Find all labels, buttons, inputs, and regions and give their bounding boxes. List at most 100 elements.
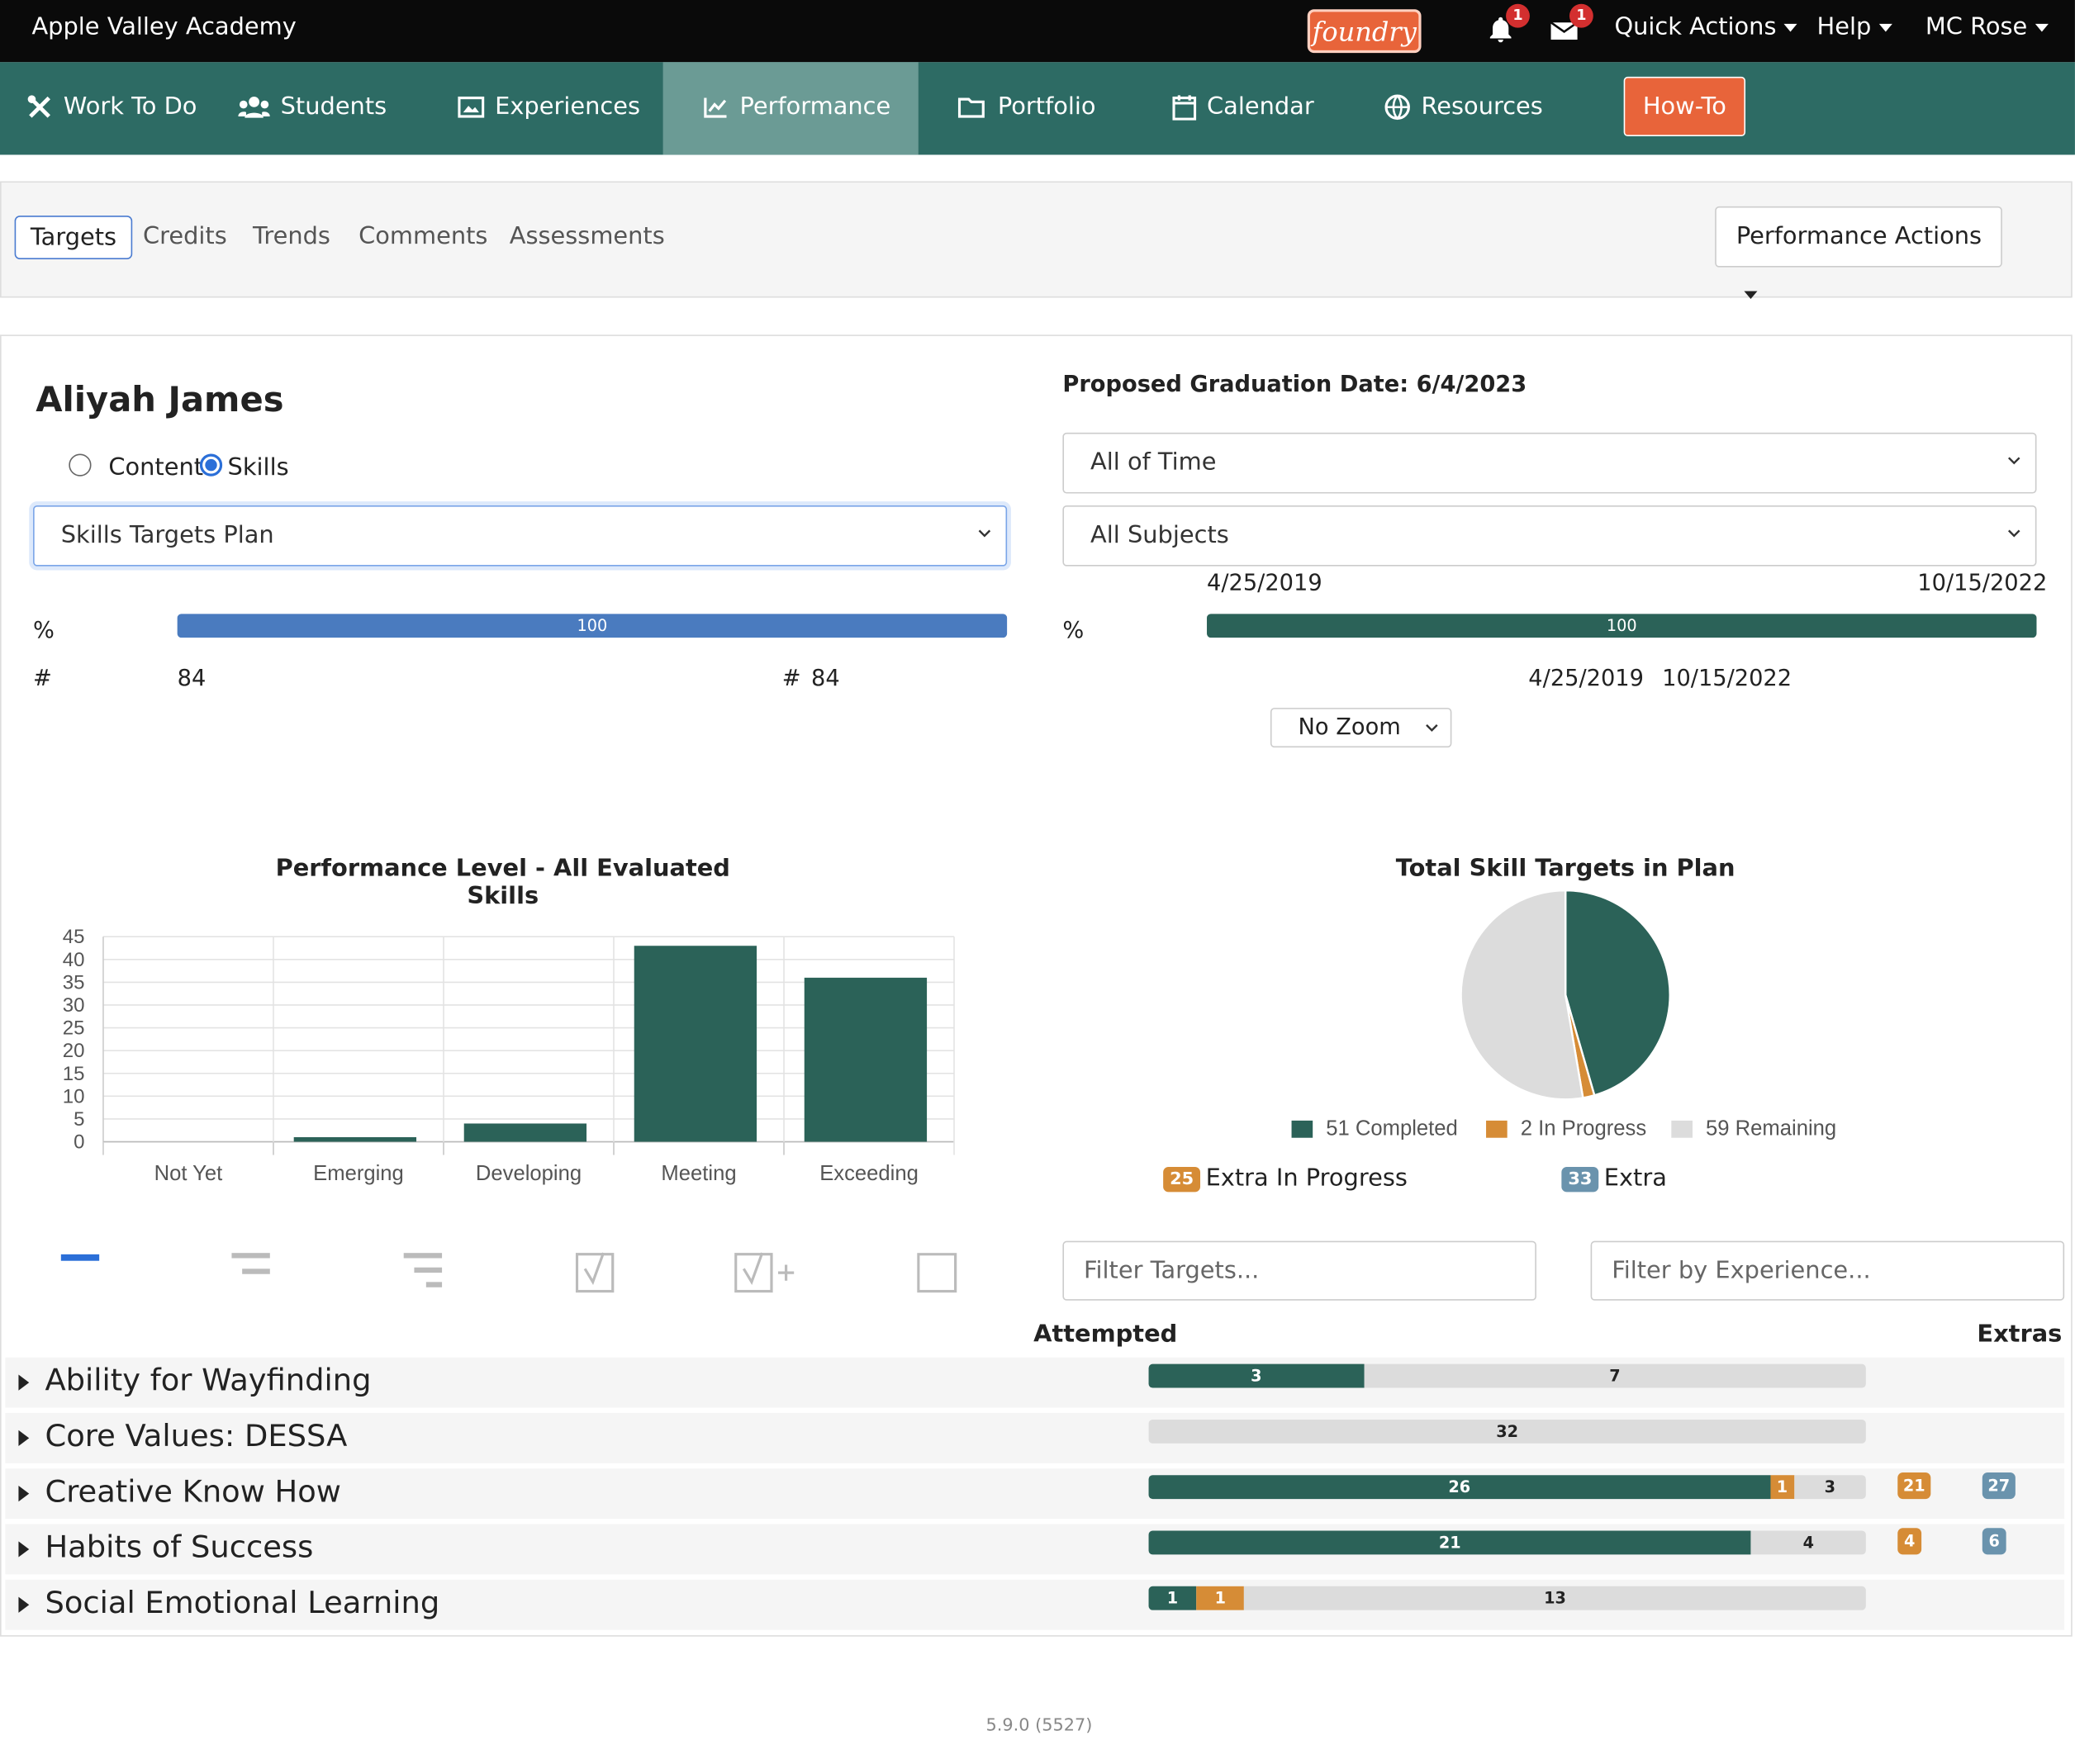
left-progress-value: 100 bbox=[577, 616, 608, 635]
radio-skills-label: Skills bbox=[227, 453, 289, 482]
performance-tabs: Targets Credits Trends Comments Assessme… bbox=[0, 181, 2073, 300]
sort-level-2-icon[interactable] bbox=[231, 1253, 271, 1279]
nav-students[interactable]: Students bbox=[222, 62, 402, 154]
zoom-select[interactable]: No Zoom bbox=[1270, 708, 1452, 748]
help-menu[interactable]: Help bbox=[1817, 13, 1892, 41]
calendar-icon bbox=[1172, 95, 1197, 121]
envelope-icon[interactable] bbox=[1548, 15, 1579, 46]
tab-assessments[interactable]: Assessments bbox=[509, 222, 665, 250]
nav-resources[interactable]: Resources bbox=[1368, 62, 1559, 154]
left-count-value: 84 bbox=[177, 665, 207, 692]
pie-legend-completed[interactable]: 51 Completed bbox=[1291, 1117, 1458, 1142]
caret-down-icon bbox=[1784, 23, 1798, 32]
target-label: Habits of Success bbox=[45, 1530, 314, 1566]
extra-in-progress-badge: 21 bbox=[1897, 1472, 1931, 1500]
legend-count: 51 bbox=[1326, 1117, 1350, 1140]
globe-icon bbox=[1384, 94, 1410, 121]
nav-label: Performance bbox=[739, 92, 891, 121]
expand-caret-icon[interactable] bbox=[18, 1486, 30, 1502]
users-icon bbox=[238, 96, 270, 118]
image-icon bbox=[458, 96, 485, 118]
right-progress-bar: 100 bbox=[1207, 614, 2037, 638]
remaining-segment: 32 bbox=[1148, 1419, 1866, 1444]
plan-select-value: Skills Targets Plan bbox=[60, 521, 274, 549]
school-name[interactable]: Apple Valley Academy bbox=[31, 13, 297, 41]
expand-caret-icon[interactable] bbox=[18, 1430, 30, 1446]
expand-caret-icon[interactable] bbox=[18, 1596, 30, 1613]
pie-legend-remaining[interactable]: 59 Remaining bbox=[1671, 1118, 1836, 1142]
quick-actions-label: Quick Actions bbox=[1614, 13, 1777, 41]
user-menu[interactable]: MC Rose bbox=[1925, 13, 2049, 41]
pie-chart-title: Total Skill Targets in Plan bbox=[1395, 854, 1735, 883]
extra-label: Extra bbox=[1603, 1164, 1667, 1193]
nav-experiences[interactable]: Experiences bbox=[442, 62, 656, 154]
expand-caret-icon[interactable] bbox=[18, 1541, 30, 1558]
bell-icon[interactable] bbox=[1484, 15, 1516, 46]
target-label: Core Values: DESSA bbox=[45, 1419, 348, 1454]
caret-down-icon bbox=[2035, 23, 2049, 32]
expand-caret-icon[interactable] bbox=[18, 1374, 30, 1391]
radio-skills[interactable] bbox=[199, 453, 223, 477]
tab-credits[interactable]: Credits bbox=[143, 222, 227, 250]
nav-performance[interactable]: Performance bbox=[662, 62, 919, 155]
subject-value: All Subjects bbox=[1090, 521, 1229, 549]
target-row[interactable]: Social Emotional Learning bbox=[5, 1579, 2065, 1630]
radio-content[interactable] bbox=[69, 453, 92, 477]
swatch bbox=[1291, 1121, 1313, 1139]
how-to-button[interactable]: How-To bbox=[1623, 76, 1746, 137]
completed-segment: 1 bbox=[1148, 1586, 1197, 1610]
pie-legend-in-progress[interactable]: 2 In Progress bbox=[1486, 1118, 1646, 1142]
check-box-plus-icon[interactable] bbox=[734, 1250, 798, 1295]
graduation-label: Proposed Graduation Date: 6/4/2023 bbox=[1062, 372, 1527, 398]
sort-level-1-icon[interactable] bbox=[60, 1254, 101, 1265]
message-badge: 1 bbox=[1569, 3, 1593, 28]
tab-comments[interactable]: Comments bbox=[358, 222, 488, 250]
nav-label: Resources bbox=[1421, 92, 1543, 121]
extra-legend: 33 Extra bbox=[1561, 1164, 1667, 1193]
nav-label: Students bbox=[280, 92, 387, 121]
time-range-select[interactable]: All of Time bbox=[1062, 432, 2037, 494]
quick-actions-menu[interactable]: Quick Actions bbox=[1614, 13, 1798, 41]
nav-portfolio[interactable]: Portfolio bbox=[943, 62, 1112, 154]
caret-down-icon bbox=[1744, 291, 1758, 300]
subject-select[interactable]: All Subjects bbox=[1062, 505, 2037, 567]
extra-badge: 33 bbox=[1561, 1166, 1599, 1192]
version-label: 5.9.0 (5527) bbox=[985, 1715, 1093, 1736]
tab-trends[interactable]: Trends bbox=[252, 222, 330, 250]
empty-box-icon[interactable] bbox=[917, 1253, 959, 1295]
left-progress-bar: 100 bbox=[177, 614, 1008, 638]
legend-count: 59 bbox=[1705, 1117, 1730, 1140]
left-count-label: # bbox=[33, 665, 52, 692]
sort-level-3-icon[interactable] bbox=[403, 1253, 444, 1292]
remaining-segment: 7 bbox=[1364, 1363, 1866, 1388]
zoom-end-date: 10/15/2022 bbox=[1662, 665, 1792, 692]
range-start-date: 4/25/2019 bbox=[1207, 570, 1322, 597]
target-label: Social Emotional Learning bbox=[45, 1586, 440, 1621]
user-name: MC Rose bbox=[1925, 13, 2028, 41]
nav-work-to-do[interactable]: Work To Do bbox=[11, 62, 213, 154]
filter-experience-input[interactable]: Filter by Experience... bbox=[1590, 1240, 2065, 1301]
tab-targets[interactable]: Targets bbox=[14, 216, 133, 259]
check-box-icon[interactable] bbox=[575, 1250, 615, 1295]
performance-actions-button[interactable]: Performance Actions bbox=[1715, 206, 2002, 300]
top-bar: Apple Valley Academy foundry 1 1 Quick A… bbox=[0, 0, 2075, 63]
nav-label: Experiences bbox=[495, 92, 640, 121]
in-progress-segment: 1 bbox=[1770, 1475, 1794, 1500]
filter-targets-input[interactable]: Filter Targets... bbox=[1062, 1240, 1536, 1301]
help-label: Help bbox=[1816, 13, 1872, 41]
chevron-down-icon bbox=[978, 529, 991, 538]
completed-segment: 21 bbox=[1148, 1530, 1751, 1555]
nav-label: Calendar bbox=[1207, 92, 1314, 121]
right-percent-label: % bbox=[1062, 618, 1085, 645]
zoom-value: No Zoom bbox=[1298, 714, 1401, 742]
nav-calendar[interactable]: Calendar bbox=[1156, 62, 1330, 154]
completed-segment: 3 bbox=[1148, 1363, 1365, 1388]
plan-select[interactable]: Skills Targets Plan bbox=[33, 505, 1008, 567]
legend-text: In Progress bbox=[1538, 1117, 1647, 1140]
extra-in-progress-legend: 25 Extra In Progress bbox=[1163, 1164, 1408, 1193]
legend-text: Remaining bbox=[1735, 1117, 1837, 1140]
graduation-date: 6/4/2023 bbox=[1416, 372, 1527, 399]
foundry-logo[interactable]: foundry bbox=[1307, 9, 1422, 54]
folder-icon bbox=[957, 97, 985, 118]
extra-in-progress-label: Extra In Progress bbox=[1205, 1164, 1408, 1193]
